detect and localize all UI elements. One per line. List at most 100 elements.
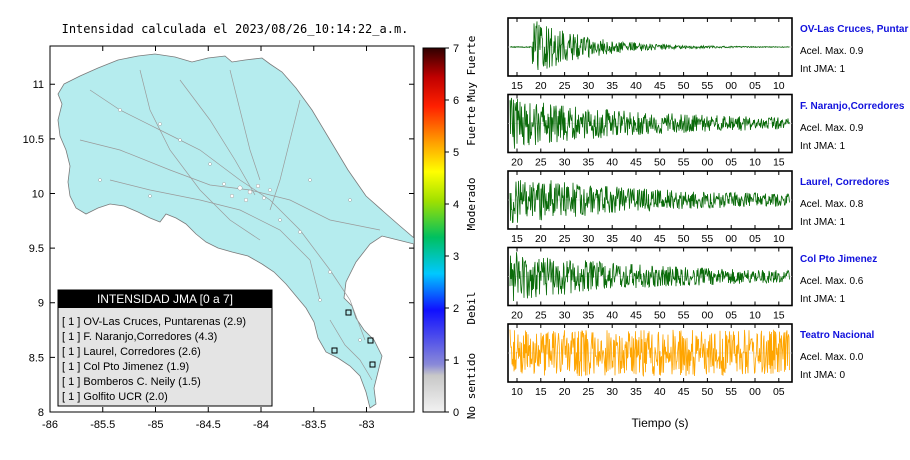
waveform-tick-label: 20 xyxy=(535,80,547,92)
waveform-tick-label: 05 xyxy=(725,310,737,322)
waveform-panel: 20 25 30 35 40 45 50 55 00 05 10 15 xyxy=(507,93,793,169)
legend-entry: [ 1 ] Laurel, Corredores (2.6) xyxy=(62,346,201,358)
legend-entry: [ 1 ] Bomberos C. Neily (1.5) xyxy=(62,376,201,388)
waveform-tick-label: 20 xyxy=(535,233,547,245)
waveform-tick-label: 20 xyxy=(511,157,523,169)
legend-entry: [ 1 ] Golfito UCR (2.0) xyxy=(62,391,168,403)
station-marker-f-naranjo[interactable] xyxy=(367,337,374,344)
waveform-tick-label: 05 xyxy=(749,233,761,245)
waveform-tick-label: 15 xyxy=(773,157,785,169)
waveform-tick-label: 30 xyxy=(583,80,595,92)
waveform-tick-label: 05 xyxy=(773,386,785,398)
legend-header xyxy=(58,290,272,308)
station-acel-max: Acel. Max. 0.6 xyxy=(800,275,864,287)
legend-entry: [ 1 ] Col Pto Jimenez (1.9) xyxy=(62,361,189,373)
waveform-tick-label: 00 xyxy=(702,157,714,169)
waveform-panel: 10 15 20 25 30 35 40 45 50 55 00 05 xyxy=(507,323,793,398)
waveform-tick-label: 35 xyxy=(606,233,618,245)
waveform-tick-label: 25 xyxy=(559,80,571,92)
waveform-tick-label: 40 xyxy=(606,310,618,322)
colorbar-category-label: No sentido xyxy=(465,353,478,419)
waveform-trace xyxy=(509,21,790,71)
waveform-tick-label: 30 xyxy=(559,157,571,169)
costa-rica-landmass xyxy=(57,53,414,409)
waveform-tick-label: 35 xyxy=(606,80,618,92)
station-name: OV-Las Cruces, Puntar xyxy=(800,24,909,35)
waveform-tick-label: 20 xyxy=(559,386,571,398)
colorbar-category-label: Moderado xyxy=(465,178,478,231)
colorbar-tick-label: 2 xyxy=(453,303,459,315)
waveform-tick-label: 25 xyxy=(535,157,547,169)
station-marker-ov-las-cruces[interactable] xyxy=(345,309,352,316)
station-int-jma: Int JMA: 1 xyxy=(800,293,846,305)
waveform-tick-label: 05 xyxy=(725,157,737,169)
waveform-trace xyxy=(509,180,790,224)
map-x-tick-label: -85 xyxy=(148,419,164,431)
waveform-tick-label: 30 xyxy=(559,310,571,322)
station-name: Laurel, Corredores xyxy=(800,177,890,188)
colorbar-ticks: 0 1 2 3 4 5 6 7 xyxy=(445,43,459,419)
waveform-tick-label: 55 xyxy=(702,80,714,92)
waveform-tick-label: 50 xyxy=(702,386,714,398)
station-name: Teatro Nacional xyxy=(800,330,875,341)
waveform-tick-label: 55 xyxy=(702,233,714,245)
waveform-tick-label: 15 xyxy=(773,310,785,322)
legend-entry: [ 1 ] OV-Las Cruces, Puntarenas (2.9) xyxy=(62,316,246,328)
colorbar xyxy=(422,47,446,413)
map-y-tick-label: 8.5 xyxy=(29,352,44,364)
map-x-tick-label: -86 xyxy=(42,419,58,431)
waveform-tick-label: 10 xyxy=(749,310,761,322)
waveform-tick-label: 25 xyxy=(583,386,595,398)
waveform-tick-label: 35 xyxy=(583,157,595,169)
waveform-tick-label: 15 xyxy=(535,386,547,398)
map-x-tick-label: -84.5 xyxy=(196,419,221,431)
colorbar-tick-label: 4 xyxy=(453,199,459,211)
station-marker-laurel[interactable] xyxy=(369,361,376,368)
waveform-tick-label: 45 xyxy=(630,157,642,169)
waveform-panel: 15 20 25 30 35 40 45 50 55 00 05 10 xyxy=(507,170,793,245)
waveform-tick-label: 25 xyxy=(559,233,571,245)
waveform-trace xyxy=(509,97,790,149)
waveform-tick-label: 45 xyxy=(654,233,666,245)
map-x-tick-label: -85.5 xyxy=(90,419,115,431)
map-y-tick-label: 10.5 xyxy=(23,134,44,146)
station-int-jma: Int JMA: 1 xyxy=(800,64,846,75)
colorbar-tick-label: 6 xyxy=(453,95,459,107)
map-title: Intensidad calculada el 2023/08/26_10:14… xyxy=(61,22,409,36)
waveform-trace xyxy=(509,252,790,302)
station-acel-max: Acel. Max. 0.8 xyxy=(800,199,864,210)
colorbar-tick-label: 0 xyxy=(453,407,459,419)
legend-entry: [ 1 ] F. Naranjo,Corredores (4.3) xyxy=(62,331,217,343)
map-y-axis: 11 10.5 10 9.5 9 8.5 8 xyxy=(23,79,414,419)
waveform-tick-label: 10 xyxy=(773,233,785,245)
colorbar-tick-label: 7 xyxy=(453,43,459,55)
waveform-tick-label: 30 xyxy=(606,386,618,398)
colorbar-tick-label: 5 xyxy=(453,147,459,159)
station-acel-max: Acel. Max. 0.9 xyxy=(800,46,864,57)
map-y-tick-label: 9.5 xyxy=(29,243,44,255)
waveform-tick-label: 25 xyxy=(535,310,547,322)
legend-title: INTENSIDAD JMA [0 a 7] xyxy=(97,292,233,306)
station-name: Col Pto Jimenez xyxy=(800,253,878,265)
waveform-tick-label: 35 xyxy=(583,310,595,322)
map-x-tick-label: -83.5 xyxy=(301,419,326,431)
waveform-tick-label: 45 xyxy=(630,310,642,322)
waveform-tick-label: 00 xyxy=(725,233,737,245)
waveform-tick-label: 45 xyxy=(654,80,666,92)
map-y-tick-label: 8 xyxy=(38,407,44,419)
colorbar-category-label: Fuerte xyxy=(465,106,478,146)
map-x-axis: -86 -85.5 -85 -84.5 -84 -83.5 -83 xyxy=(42,46,374,431)
station-acel-max: Acel. Max. 0.0 xyxy=(800,352,864,363)
waveform-tick-label: 10 xyxy=(511,386,523,398)
waveform-tick-label: 00 xyxy=(749,386,761,398)
map-y-tick-label: 11 xyxy=(33,79,44,91)
station-marker-col-pto-jimenez[interactable] xyxy=(331,347,338,354)
waveform-tick-label: 40 xyxy=(630,80,642,92)
waveform-tick-label: 50 xyxy=(654,157,666,169)
waveform-tick-label: 05 xyxy=(749,80,761,92)
waveform-tick-label: 35 xyxy=(630,386,642,398)
legend-entries: [ 1 ] OV-Las Cruces, Puntarenas (2.9) [ 1… xyxy=(62,316,246,403)
waveform-tick-label: 55 xyxy=(725,386,737,398)
waveform-tick-label: 55 xyxy=(678,157,690,169)
colorbar-category-labels: No sentido Debil Moderado Fuerte Muy Fuerte xyxy=(465,36,478,419)
